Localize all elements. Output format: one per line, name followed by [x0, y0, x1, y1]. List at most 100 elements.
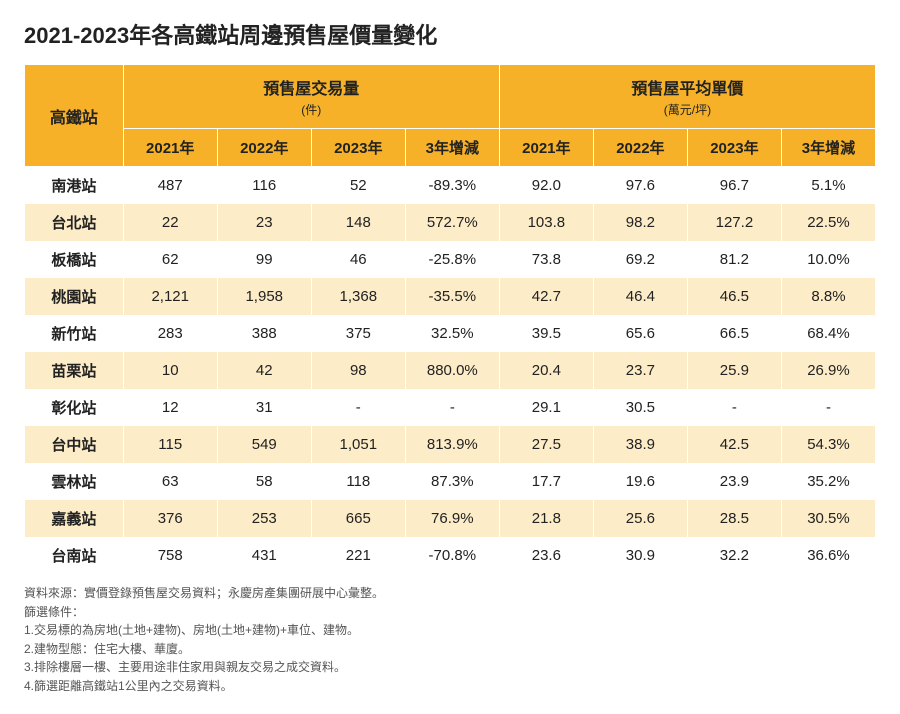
- sub-header: 2021年: [123, 129, 217, 167]
- data-cell: -89.3%: [405, 167, 499, 205]
- data-cell: 28.5: [687, 500, 781, 537]
- data-cell: 46.5: [687, 278, 781, 315]
- table-row: 新竹站28338837532.5%39.565.666.568.4%: [25, 315, 876, 352]
- data-cell: 38.9: [593, 426, 687, 463]
- sub-header: 2022年: [217, 129, 311, 167]
- data-cell: 115: [123, 426, 217, 463]
- col-group-volume: 預售屋交易量 (件): [123, 65, 499, 129]
- data-cell: 21.8: [499, 500, 593, 537]
- data-cell: 32.5%: [405, 315, 499, 352]
- group-price-unit: (萬元/坪): [504, 101, 871, 118]
- footer-line: 篩選條件：: [24, 603, 876, 622]
- station-cell: 彰化站: [25, 389, 124, 426]
- table-row: 彰化站1231--29.130.5--: [25, 389, 876, 426]
- page-title: 2021-2023年各高鐵站周邊預售屋價量變化: [24, 18, 876, 50]
- data-cell: -70.8%: [405, 537, 499, 574]
- data-cell: 39.5: [499, 315, 593, 352]
- data-cell: 46: [311, 241, 405, 278]
- data-cell: 98: [311, 352, 405, 389]
- data-cell: 118: [311, 463, 405, 500]
- table-row: 桃園站2,1211,9581,368-35.5%42.746.446.58.8%: [25, 278, 876, 315]
- data-cell: 17.7: [499, 463, 593, 500]
- data-cell: 96.7: [687, 167, 781, 205]
- data-cell: 572.7%: [405, 204, 499, 241]
- data-cell: 30.5%: [781, 500, 875, 537]
- data-cell: -: [781, 389, 875, 426]
- table-row: 台北站2223148572.7%103.898.2127.222.5%: [25, 204, 876, 241]
- footer-line: 1.交易標的為房地(土地+建物)、房地(土地+建物)+車位、建物。: [24, 621, 876, 640]
- table-row: 台南站758431221-70.8%23.630.932.236.6%: [25, 537, 876, 574]
- data-cell: 23.9: [687, 463, 781, 500]
- table-row: 雲林站635811887.3%17.719.623.935.2%: [25, 463, 876, 500]
- data-cell: 5.1%: [781, 167, 875, 205]
- footer-notes: 資料來源：實價登錄預售屋交易資料；永慶房產集團研展中心彙整。篩選條件：1.交易標…: [24, 584, 876, 696]
- data-cell: 68.4%: [781, 315, 875, 352]
- data-cell: 31: [217, 389, 311, 426]
- data-cell: 376: [123, 500, 217, 537]
- data-cell: -: [687, 389, 781, 426]
- data-cell: 46.4: [593, 278, 687, 315]
- station-cell: 新竹站: [25, 315, 124, 352]
- data-cell: 431: [217, 537, 311, 574]
- station-cell: 台中站: [25, 426, 124, 463]
- data-cell: 36.6%: [781, 537, 875, 574]
- data-cell: 880.0%: [405, 352, 499, 389]
- station-cell: 台南站: [25, 537, 124, 574]
- data-cell: 26.9%: [781, 352, 875, 389]
- data-cell: 58: [217, 463, 311, 500]
- data-cell: 375: [311, 315, 405, 352]
- data-cell: 81.2: [687, 241, 781, 278]
- table-row: 苗栗站104298880.0%20.423.725.926.9%: [25, 352, 876, 389]
- data-cell: 98.2: [593, 204, 687, 241]
- table-row: 南港站48711652-89.3%92.097.696.75.1%: [25, 167, 876, 205]
- data-cell: 388: [217, 315, 311, 352]
- data-cell: 8.8%: [781, 278, 875, 315]
- data-cell: 487: [123, 167, 217, 205]
- data-cell: 30.5: [593, 389, 687, 426]
- data-cell: 1,958: [217, 278, 311, 315]
- data-cell: 23.7: [593, 352, 687, 389]
- sub-header: 2023年: [311, 129, 405, 167]
- footer-line: 4.篩選距離高鐵站1公里內之交易資料。: [24, 677, 876, 696]
- group-price-title: 預售屋平均單價: [631, 81, 743, 98]
- data-cell: 97.6: [593, 167, 687, 205]
- sub-header: 2022年: [593, 129, 687, 167]
- table-row: 板橋站629946-25.8%73.869.281.210.0%: [25, 241, 876, 278]
- station-cell: 嘉義站: [25, 500, 124, 537]
- data-cell: 42.7: [499, 278, 593, 315]
- data-cell: 23: [217, 204, 311, 241]
- data-cell: 25.9: [687, 352, 781, 389]
- data-cell: 22: [123, 204, 217, 241]
- table-row: 台中站1155491,051813.9%27.538.942.554.3%: [25, 426, 876, 463]
- hsr-price-volume-table: 高鐵站 預售屋交易量 (件) 預售屋平均單價 (萬元/坪) 2021年2022年…: [24, 64, 876, 574]
- data-cell: -: [405, 389, 499, 426]
- data-cell: 29.1: [499, 389, 593, 426]
- sub-header: 2021年: [499, 129, 593, 167]
- data-cell: 549: [217, 426, 311, 463]
- data-cell: 10.0%: [781, 241, 875, 278]
- data-cell: 1,368: [311, 278, 405, 315]
- data-cell: -: [311, 389, 405, 426]
- group-volume-title: 預售屋交易量: [263, 81, 359, 98]
- data-cell: 54.3%: [781, 426, 875, 463]
- station-cell: 板橋站: [25, 241, 124, 278]
- data-cell: 665: [311, 500, 405, 537]
- data-cell: 35.2%: [781, 463, 875, 500]
- station-cell: 台北站: [25, 204, 124, 241]
- data-cell: 10: [123, 352, 217, 389]
- data-cell: 63: [123, 463, 217, 500]
- data-cell: -35.5%: [405, 278, 499, 315]
- data-cell: 92.0: [499, 167, 593, 205]
- station-cell: 雲林站: [25, 463, 124, 500]
- data-cell: 27.5: [499, 426, 593, 463]
- col-station-header: 高鐵站: [25, 65, 124, 167]
- data-cell: 30.9: [593, 537, 687, 574]
- data-cell: 12: [123, 389, 217, 426]
- data-cell: 103.8: [499, 204, 593, 241]
- sub-header: 3年增減: [405, 129, 499, 167]
- station-cell: 桃園站: [25, 278, 124, 315]
- data-cell: 283: [123, 315, 217, 352]
- data-cell: 127.2: [687, 204, 781, 241]
- data-cell: 62: [123, 241, 217, 278]
- data-cell: 253: [217, 500, 311, 537]
